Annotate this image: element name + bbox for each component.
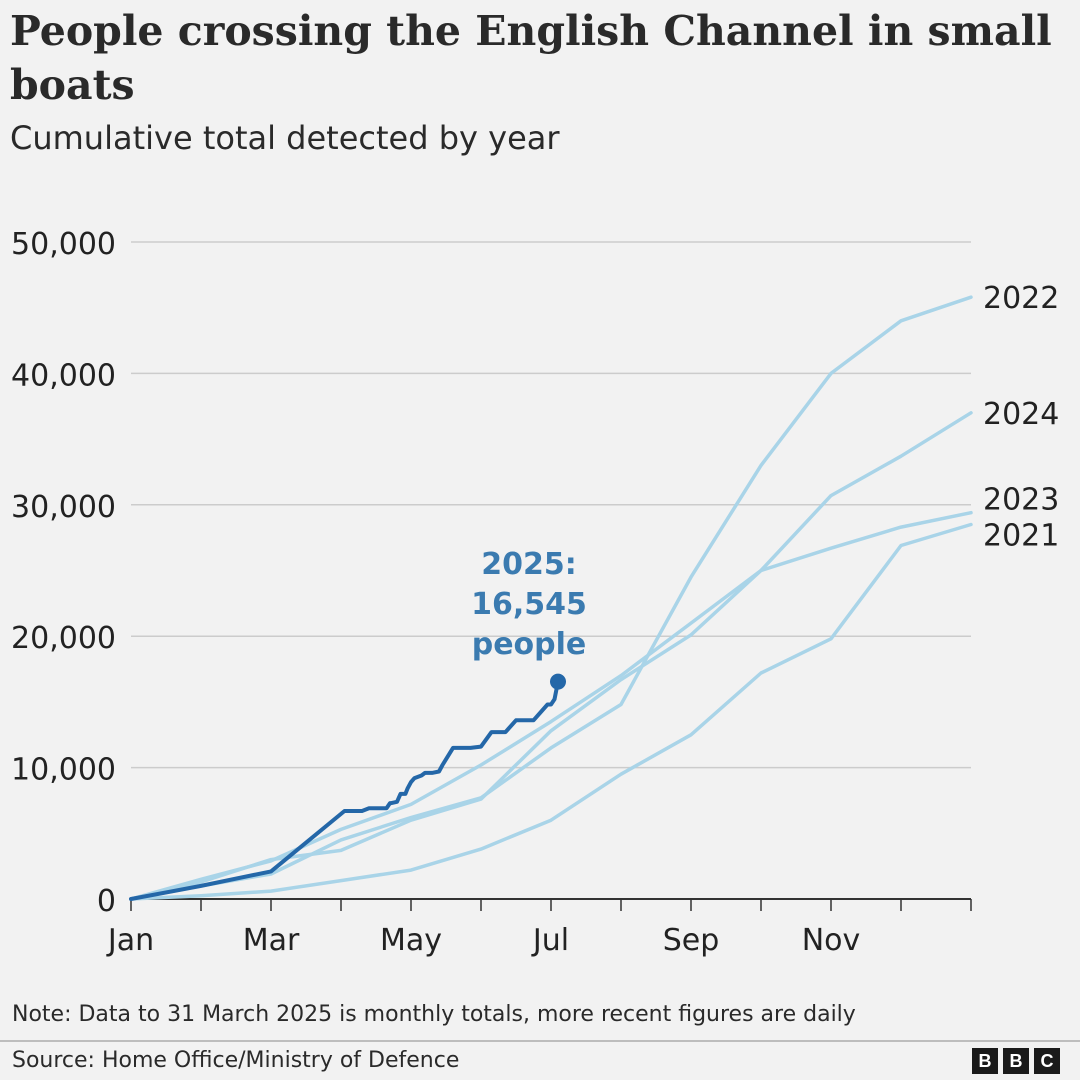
chart-note: Note: Data to 31 March 2025 is monthly t… <box>12 1002 856 1027</box>
series-line-2021 <box>129 522 973 901</box>
x-tick-label: Sep <box>663 923 720 958</box>
y-tick-label: 30,000 <box>11 490 116 525</box>
x-tick-label: Jan <box>106 923 154 958</box>
series-line-2025 <box>129 679 560 901</box>
y-tick-label: 0 <box>97 884 116 919</box>
series-lines <box>129 295 973 901</box>
x-tick-label: Jul <box>531 923 569 958</box>
current-total-annotation: 2025: 16,545 people <box>471 547 587 662</box>
footer-divider <box>0 1040 1080 1042</box>
logo-letter-b2: B <box>1003 1048 1029 1074</box>
series-label-2021: 2021 <box>983 519 1059 554</box>
series-end-point-2025 <box>550 673 566 690</box>
y-axis-tick-labels: 0 10,000 20,000 30,000 40,000 50,000 <box>11 227 116 919</box>
series-line-2022 <box>129 295 973 901</box>
bbc-logo: B B C <box>972 1048 1060 1074</box>
y-tick-label: 40,000 <box>11 358 116 393</box>
logo-letter-b1: B <box>972 1048 998 1074</box>
series-label-2023: 2023 <box>983 483 1059 518</box>
series-label-2024: 2024 <box>983 397 1059 432</box>
y-tick-label: 20,000 <box>11 621 116 656</box>
chart-subtitle: Cumulative total detected by year <box>10 119 560 157</box>
x-tick-label: Mar <box>243 923 300 958</box>
chart-title: People crossing the English Channel in s… <box>10 7 1052 109</box>
source-text: Source: Home Office/Ministry of Defence <box>12 1048 460 1073</box>
annotation-line: people <box>472 627 587 662</box>
x-tick-label: Nov <box>802 923 861 958</box>
x-axis: Jan Mar May Jul Sep Nov <box>106 898 972 958</box>
x-tick-label: May <box>380 923 442 958</box>
annotation-line: 2025: <box>481 547 577 582</box>
series-label-2022: 2022 <box>983 281 1059 316</box>
line-chart: 0 10,000 20,000 30,000 40,000 50,000 Jan Mar Ma… <box>11 227 1059 958</box>
gridlines <box>131 241 971 769</box>
logo-letter-c: C <box>1034 1048 1060 1074</box>
series-line-2024 <box>129 411 973 901</box>
annotation-line: 16,545 <box>471 587 587 622</box>
y-tick-label: 10,000 <box>11 753 116 788</box>
y-tick-label: 50,000 <box>11 227 116 262</box>
